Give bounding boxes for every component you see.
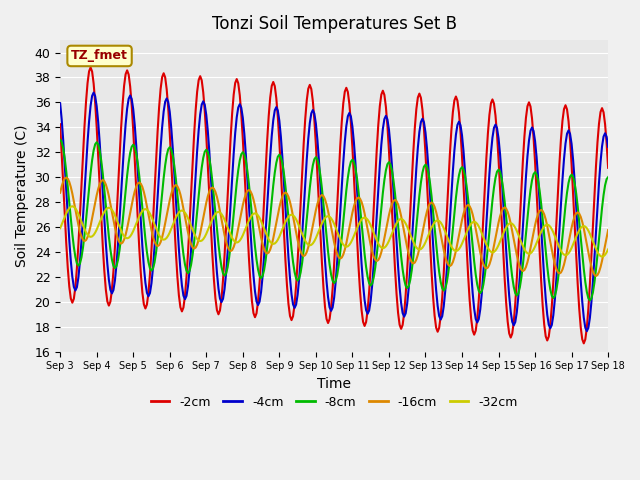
-32cm	[56, 225, 64, 231]
-2cm	[400, 311, 408, 316]
-32cm	[604, 247, 612, 252]
-32cm	[598, 254, 606, 260]
-16cm	[370, 254, 378, 260]
-8cm	[399, 266, 406, 272]
-4cm	[72, 288, 79, 293]
-32cm	[388, 231, 396, 237]
-32cm	[73, 208, 81, 214]
-4cm	[160, 108, 168, 114]
-32cm	[400, 218, 408, 224]
Line: -16cm: -16cm	[60, 178, 608, 276]
-32cm	[539, 226, 547, 232]
Y-axis label: Soil Temperature (C): Soil Temperature (C)	[15, 125, 29, 267]
Line: -8cm: -8cm	[60, 140, 608, 300]
-4cm	[56, 100, 64, 106]
-2cm	[160, 71, 168, 76]
-2cm	[580, 340, 588, 346]
-16cm	[160, 228, 168, 234]
-2cm	[72, 284, 79, 290]
-8cm	[56, 137, 64, 143]
-4cm	[583, 328, 591, 334]
-2cm	[604, 165, 612, 171]
X-axis label: Time: Time	[317, 377, 351, 391]
-8cm	[369, 281, 376, 287]
-32cm	[160, 237, 168, 242]
-4cm	[604, 144, 612, 150]
Line: -32cm: -32cm	[60, 206, 608, 257]
-16cm	[539, 208, 547, 214]
-16cm	[388, 201, 396, 207]
-16cm	[592, 273, 600, 279]
-8cm	[158, 190, 166, 196]
Text: TZ_fmet: TZ_fmet	[71, 49, 128, 62]
-8cm	[72, 254, 79, 260]
-16cm	[63, 175, 70, 180]
Line: -4cm: -4cm	[60, 93, 608, 331]
Title: Tonzi Soil Temperatures Set B: Tonzi Soil Temperatures Set B	[212, 15, 456, 33]
-16cm	[604, 227, 612, 233]
Line: -2cm: -2cm	[60, 68, 608, 343]
-4cm	[370, 262, 378, 267]
-2cm	[370, 205, 378, 211]
-4cm	[539, 251, 547, 257]
-16cm	[400, 229, 408, 235]
-16cm	[73, 215, 81, 220]
-2cm	[87, 65, 95, 71]
-8cm	[538, 201, 545, 206]
-4cm	[388, 163, 396, 169]
Legend: -2cm, -4cm, -8cm, -16cm, -32cm: -2cm, -4cm, -8cm, -16cm, -32cm	[145, 391, 523, 414]
-8cm	[586, 298, 594, 303]
-32cm	[68, 204, 76, 209]
-16cm	[56, 190, 64, 195]
-8cm	[387, 162, 394, 168]
-2cm	[56, 121, 64, 127]
-4cm	[400, 314, 408, 320]
-2cm	[388, 207, 396, 213]
-32cm	[370, 230, 378, 236]
-4cm	[90, 90, 97, 96]
-2cm	[539, 302, 547, 308]
-8cm	[604, 174, 612, 180]
